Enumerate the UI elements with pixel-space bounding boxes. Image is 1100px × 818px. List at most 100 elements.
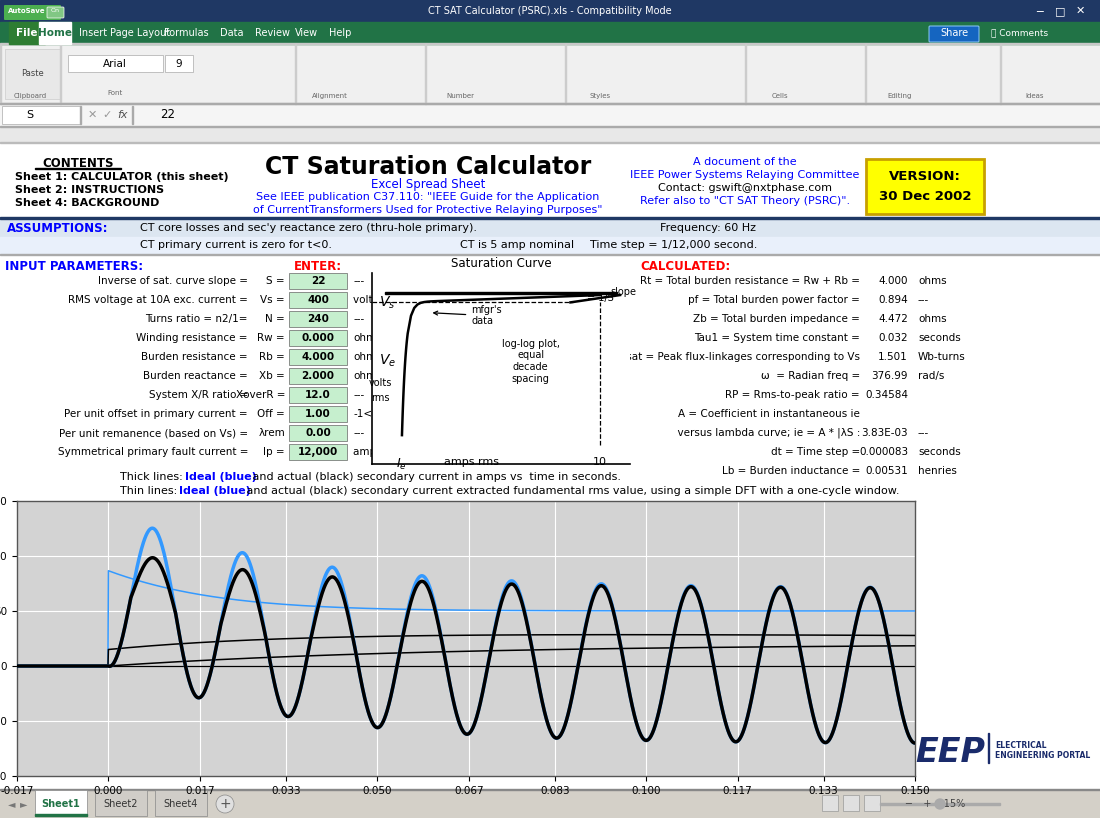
Text: Ideal (blue): Ideal (blue) (179, 486, 251, 496)
Text: ohms: ohms (353, 371, 382, 381)
Text: File: File (16, 28, 37, 38)
Text: $V_e$: $V_e$ (378, 353, 396, 370)
Text: CT primary current is zero for t<0.: CT primary current is zero for t<0. (140, 240, 332, 250)
Bar (0, 217, 1100, 219)
Text: 376.99: 376.99 (871, 371, 908, 381)
Text: ohms: ohms (353, 352, 382, 362)
Text: S =: S = (266, 276, 285, 286)
Text: 240: 240 (307, 314, 329, 324)
Text: ---: --- (353, 428, 364, 438)
Text: INPUT PARAMETERS:: INPUT PARAMETERS: (6, 260, 143, 273)
Text: Data: Data (220, 28, 244, 38)
Text: CONTENTS: CONTENTS (42, 157, 113, 170)
Text: Refer also to "CT SAT Theory (PSRC)".: Refer also to "CT SAT Theory (PSRC)". (640, 196, 850, 206)
Text: Contact: gswift@nxtphase.com: Contact: gswift@nxtphase.com (658, 183, 832, 193)
Text: Insert: Insert (79, 28, 107, 38)
Text: Turns ratio = n2/1=: Turns ratio = n2/1= (145, 314, 248, 324)
Text: 2.000: 2.000 (301, 371, 334, 381)
Text: Thin lines:: Thin lines: (120, 486, 180, 496)
Text: volts: volts (368, 378, 392, 389)
Bar (289, 292, 346, 308)
Text: ─: ─ (1036, 6, 1044, 16)
Text: Page Layout: Page Layout (110, 28, 170, 38)
Text: Rw =: Rw = (257, 333, 285, 343)
Text: seconds: seconds (918, 333, 960, 343)
Text: 22: 22 (310, 276, 326, 286)
Text: 3.83E-03: 3.83E-03 (861, 428, 908, 438)
Text: Thick lines:: Thick lines: (120, 472, 186, 482)
Text: 1.501: 1.501 (878, 352, 908, 362)
Text: □: □ (1055, 6, 1065, 16)
Text: 9: 9 (176, 59, 183, 69)
Text: 30 Dec 2002: 30 Dec 2002 (879, 190, 971, 203)
FancyBboxPatch shape (47, 7, 64, 18)
Bar (95, 790, 147, 816)
Bar (0, 103, 1100, 104)
Text: Ideas: Ideas (1025, 93, 1044, 99)
Text: λrem: λrem (258, 428, 285, 438)
Text: Burden resistance =: Burden resistance = (142, 352, 248, 362)
Text: EEP: EEP (915, 736, 984, 770)
Bar (9, 22, 45, 44)
Text: Per unit offset in primary current =: Per unit offset in primary current = (65, 409, 248, 419)
Text: 400: 400 (307, 295, 329, 305)
Text: Ip =: Ip = (263, 447, 285, 457)
Text: Frequency: 60 Hz: Frequency: 60 Hz (660, 223, 756, 233)
Text: 12,000: 12,000 (298, 447, 338, 457)
Text: rad/s: rad/s (918, 371, 945, 381)
Bar (822, 795, 838, 811)
Text: Editing: Editing (888, 93, 912, 99)
Text: Rt = Total burden resistance = Rw + Rb =: Rt = Total burden resistance = Rw + Rb = (640, 276, 860, 286)
Text: ✕: ✕ (1076, 6, 1085, 16)
Bar (0, 254, 1100, 255)
Bar (880, 803, 1000, 805)
Text: CT SAT Calculator (PSRC).xls - Compatibility Mode: CT SAT Calculator (PSRC).xls - Compatibi… (428, 6, 672, 16)
Bar (0, 127, 1100, 790)
Text: $V_s$: $V_s$ (379, 294, 396, 311)
Bar (920, 723, 1090, 783)
Text: Paste: Paste (21, 70, 43, 79)
Text: CT is 5 amp nominal: CT is 5 amp nominal (460, 240, 574, 250)
Text: 4.472: 4.472 (878, 314, 908, 324)
Text: 0.34584: 0.34584 (865, 390, 907, 400)
Bar (289, 406, 346, 422)
Text: dt = Time step =: dt = Time step = (771, 447, 860, 457)
Bar (289, 368, 346, 384)
Text: CALCULATED:: CALCULATED: (640, 260, 730, 273)
Text: Sheet1: Sheet1 (42, 799, 80, 809)
Text: and actual (black) secondary current in amps vs  time in seconds.: and actual (black) secondary current in … (249, 472, 622, 482)
Bar (0, 142, 1100, 143)
Text: pf = Total burden power factor =: pf = Total burden power factor = (689, 295, 860, 305)
Text: ENGINEERING PORTAL: ENGINEERING PORTAL (996, 750, 1090, 759)
Text: A document of the: A document of the (693, 157, 796, 167)
Bar (0, 126, 1100, 127)
Text: 22: 22 (160, 109, 175, 122)
Text: ---: --- (918, 295, 930, 305)
Text: Ideal (blue): Ideal (blue) (185, 472, 256, 482)
Text: Lamsat = Peak flux-linkages corresponding to Vs: Lamsat = Peak flux-linkages correspondin… (604, 352, 860, 362)
Text: 10: 10 (593, 456, 607, 466)
Text: 0.000: 0.000 (301, 333, 334, 343)
Text: Excel Spread Sheet: Excel Spread Sheet (371, 178, 485, 191)
Bar (0, 22, 1100, 44)
Bar (289, 330, 346, 346)
Bar (289, 387, 346, 403)
Text: Sheet2: Sheet2 (103, 799, 139, 809)
Text: Winding resistance =: Winding resistance = (136, 333, 248, 343)
Text: Rb =: Rb = (260, 352, 285, 362)
Bar (0, 789, 1100, 790)
Text: ✓: ✓ (102, 110, 112, 120)
Bar (289, 311, 346, 327)
Bar (35, 790, 87, 816)
Text: fx: fx (117, 110, 128, 120)
Text: ω  = Radian freq =: ω = Radian freq = (761, 371, 860, 381)
Text: VERSION:: VERSION: (889, 170, 961, 183)
Text: Sheet 2: INSTRUCTIONS: Sheet 2: INSTRUCTIONS (15, 185, 164, 195)
Text: ─    +  115%: ─ + 115% (905, 799, 966, 809)
Text: ✕: ✕ (87, 110, 97, 120)
Text: Vs =: Vs = (261, 295, 285, 305)
Bar (68, 55, 163, 72)
Text: See IEEE publication C37.110: "IEEE Guide for the Application: See IEEE publication C37.110: "IEEE Guid… (256, 192, 600, 202)
Text: Lb = Burden inductance =: Lb = Burden inductance = (722, 466, 860, 476)
Bar (0, 103, 1100, 104)
